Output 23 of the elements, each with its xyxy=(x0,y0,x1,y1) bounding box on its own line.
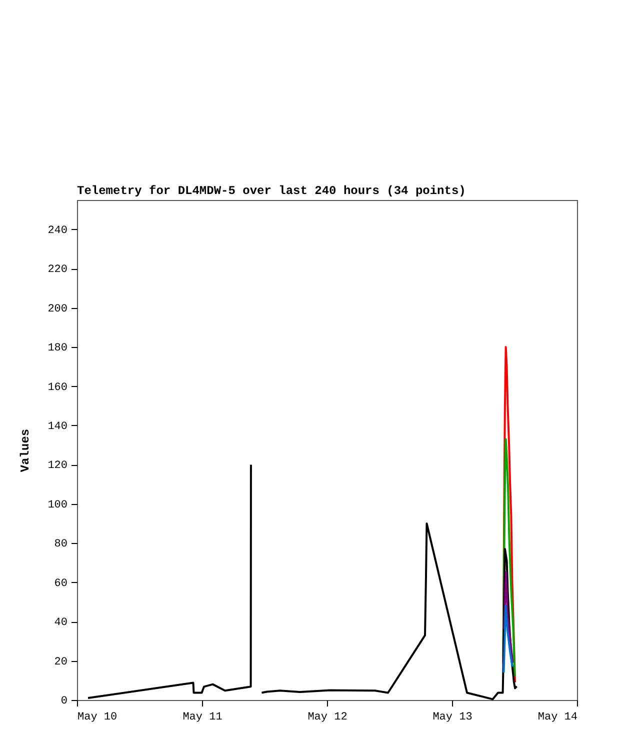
y-tick-label: 240 xyxy=(48,224,68,237)
x-tick-label: May 11 xyxy=(182,712,223,724)
y-tick-label: 100 xyxy=(48,499,68,512)
x-tick-label: May 12 xyxy=(308,712,348,724)
y-tick-label: 60 xyxy=(54,578,68,590)
y-tick-label: 160 xyxy=(48,382,68,394)
x-tick-label: May 14 xyxy=(538,712,578,724)
y-axis-title: Values xyxy=(18,428,33,472)
y-tick-label: 80 xyxy=(54,538,68,551)
y-tick-label: 20 xyxy=(54,656,68,668)
x-tick-label: May 13 xyxy=(432,712,472,724)
line-series xyxy=(502,438,516,678)
x-tick-label: May 10 xyxy=(78,712,118,724)
y-tick-label: 180 xyxy=(48,342,68,355)
y-tick-label: 0 xyxy=(60,696,68,708)
line-series xyxy=(502,604,514,674)
chart-title: Telemetry for DL4MDW-5 over last 240 hours (34 points) xyxy=(77,184,466,198)
y-tick-label: 40 xyxy=(54,617,68,630)
line-series xyxy=(503,572,514,664)
y-tick-label: 200 xyxy=(48,303,68,316)
y-tick-label: 140 xyxy=(48,420,68,433)
y-tick-label: 220 xyxy=(48,264,68,276)
y-tick-label: 120 xyxy=(48,460,68,472)
